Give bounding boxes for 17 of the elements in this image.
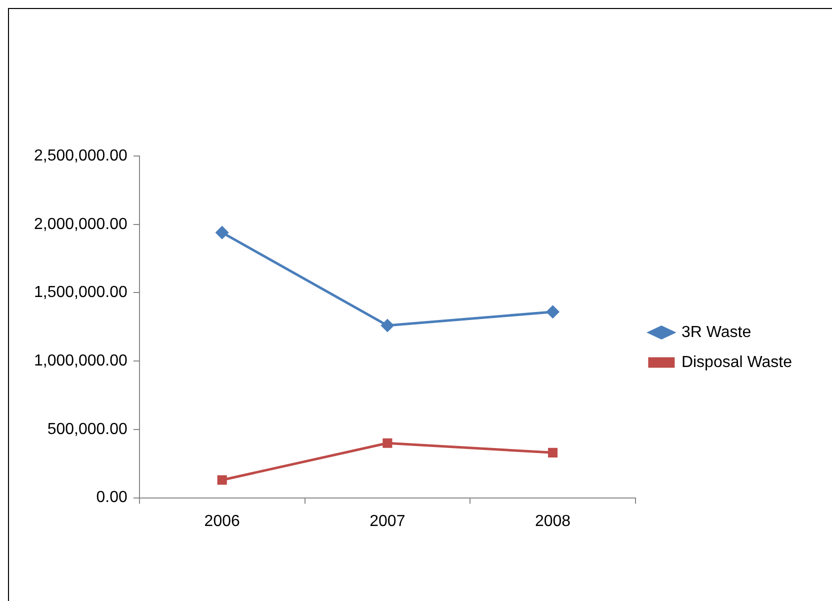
- legend-label: Disposal Waste: [681, 354, 792, 371]
- y-tick-label: 1,500,000.00: [34, 284, 128, 302]
- y-tick-label: 2,000,000.00: [34, 216, 128, 233]
- legend-label: 3R Waste: [681, 324, 752, 341]
- point: [546, 306, 560, 318]
- point: [217, 475, 227, 485]
- x-tick-label: 2007: [370, 512, 406, 530]
- point: [216, 226, 228, 239]
- y-tick-label: 1,000,000.00: [34, 352, 128, 370]
- point: [548, 448, 558, 458]
- point: [382, 438, 392, 448]
- y-tick-label: 500,000.00: [47, 420, 128, 438]
- point: [381, 319, 394, 332]
- x-tick-label: 2008: [534, 512, 571, 530]
- y-tick-label: 2,500,000.00: [34, 147, 128, 164]
- x-tick-label: 2006: [204, 512, 240, 530]
- y-tick-label: 0.00: [96, 489, 128, 506]
